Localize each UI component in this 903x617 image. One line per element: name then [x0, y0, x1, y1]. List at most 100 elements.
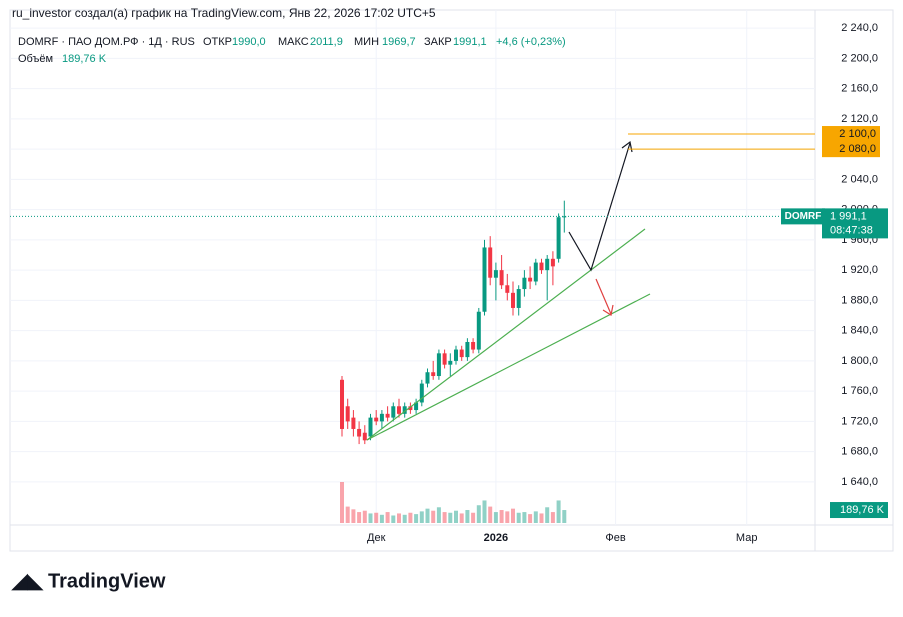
trendline	[366, 293, 651, 441]
candle-body	[454, 349, 458, 361]
volume-bar	[454, 510, 458, 523]
volume-box	[830, 502, 888, 519]
chart-frame	[9, 9, 894, 552]
candle-body	[397, 406, 401, 414]
volume-bar	[425, 508, 430, 523]
y-tick-label: 1 640,0	[841, 476, 878, 488]
y-tick-label: 1 760,0	[841, 385, 878, 397]
forecast-arrow	[568, 142, 631, 272]
y-tick-label: 2 120,0	[841, 113, 878, 125]
forecast-arrow	[595, 278, 612, 315]
candle-body	[471, 341, 476, 350]
volume-bar	[419, 511, 424, 523]
symbol-box	[781, 208, 825, 225]
volume-bar	[379, 514, 384, 523]
candle-body	[550, 258, 555, 267]
candle-body	[431, 372, 436, 377]
candle-body	[448, 360, 453, 365]
candle-body	[340, 379, 344, 429]
legend-label: ОТКР	[203, 36, 232, 48]
candle-body	[419, 383, 424, 403]
volume-bar	[499, 510, 504, 523]
legend-label: МАКС	[278, 36, 309, 48]
volume-bar	[556, 500, 561, 523]
volume-bar	[533, 511, 538, 523]
volume-bar	[414, 514, 419, 523]
volume-bar	[459, 513, 464, 523]
volume-bar	[562, 510, 567, 523]
volume-bar	[488, 506, 493, 523]
price-label-box	[822, 141, 880, 158]
legend-change: +4,6 (+0,23%)	[496, 36, 566, 48]
volume-bar	[391, 515, 396, 523]
volume-bar	[351, 509, 356, 523]
legend-label: Объём	[18, 53, 53, 65]
volume-bar	[522, 512, 527, 523]
volume-bar	[528, 514, 533, 523]
x-tick-label: Фев	[605, 532, 625, 544]
candle-body	[511, 292, 515, 308]
candle-body	[391, 406, 396, 418]
candle-body	[528, 277, 533, 282]
candle-body	[533, 262, 538, 282]
volume-bar	[493, 512, 498, 523]
x-tick-label: Мар	[736, 532, 758, 544]
y-tick-label: 1 920,0	[841, 264, 878, 276]
volume-bar	[539, 513, 544, 523]
candle-body	[488, 247, 493, 278]
volume-bar	[362, 510, 367, 523]
marks	[340, 200, 567, 523]
candle-body	[408, 406, 413, 411]
volume-bar	[402, 514, 407, 523]
candle-body	[368, 417, 373, 437]
candle-body	[545, 258, 550, 271]
candle-body	[465, 341, 470, 358]
price-label: 2 100,0	[839, 128, 876, 140]
y-tick-label: 1 840,0	[841, 325, 878, 337]
y-tick-label: 1 680,0	[841, 446, 878, 458]
y-tick-label: 1 800,0	[841, 355, 878, 367]
candle-body	[556, 217, 561, 259]
legend-symbol: DOMRF · ПАО ДОМ.РФ · 1Д · RUS	[18, 36, 195, 48]
y-tick-label: 2 160,0	[841, 83, 878, 95]
x-tick-label: Дек	[367, 532, 386, 544]
volume-label: 189,76 K	[840, 504, 885, 516]
legend-value: 2011,9	[310, 36, 343, 48]
candle-body	[516, 289, 521, 308]
y-tick-label: 2 040,0	[841, 173, 878, 185]
volume-bar	[482, 500, 487, 523]
grid: 1 640,0 1 680,0 1 720,0 1 760,0 1 800,0 1 840…	[10, 10, 878, 544]
candle-body	[379, 413, 384, 422]
legend-label: ЗАКР	[424, 36, 452, 48]
candle-body	[482, 247, 487, 312]
x-tick-label: 2026	[484, 532, 508, 544]
candle-body	[562, 216, 567, 218]
candle-body	[459, 349, 464, 358]
y-tick-label: 2 240,0	[841, 22, 878, 34]
volume-bar	[516, 512, 521, 523]
volume-bar	[345, 506, 350, 523]
y-tick-label: 1 880,0	[841, 294, 878, 306]
price-label-box	[822, 126, 880, 143]
candle-body	[425, 372, 430, 384]
volume-bar	[511, 508, 515, 523]
legend-value: 1991,1	[453, 36, 487, 48]
candle-body	[493, 270, 498, 278]
candle-body	[414, 402, 419, 411]
candle-body	[351, 417, 356, 429]
candle-body	[357, 428, 362, 437]
arrow-head	[602, 304, 614, 316]
trendline	[366, 228, 646, 441]
volume-bar	[476, 505, 481, 523]
volume-bar	[436, 507, 441, 523]
candle-body	[539, 262, 544, 271]
volume-bar	[431, 510, 436, 523]
last-price-label: 1 991,1	[830, 210, 867, 222]
candle-body	[499, 270, 504, 286]
price-label: 2 080,0	[839, 143, 876, 155]
volume-bar	[397, 513, 401, 523]
candle-body	[505, 285, 510, 293]
candle-body	[522, 277, 527, 290]
logo-mark: ◢◣	[11, 570, 44, 592]
candle-body	[442, 353, 447, 365]
